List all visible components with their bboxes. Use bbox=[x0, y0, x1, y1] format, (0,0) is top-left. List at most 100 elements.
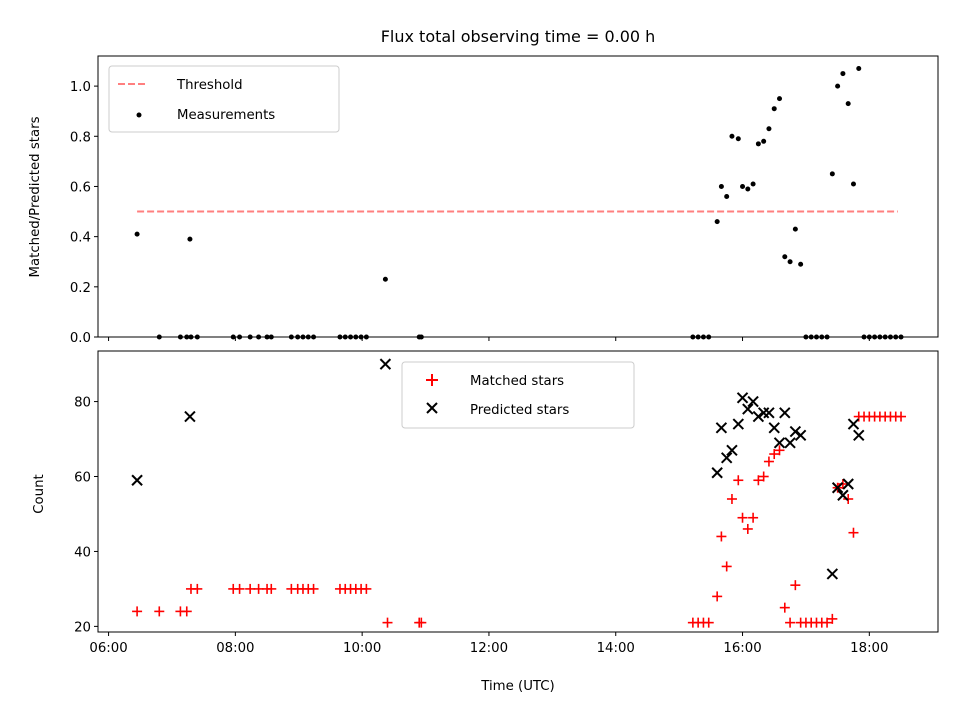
matched-star-point bbox=[837, 479, 848, 490]
top-y-tick-label: 0.2 bbox=[70, 281, 91, 296]
matched-star-point bbox=[726, 493, 737, 504]
bottom-x-ticks: 06:00 08:00 10:00 12:00 14:00 16:00 18:00 bbox=[89, 632, 888, 656]
measurement-point bbox=[777, 96, 783, 102]
measurement-point bbox=[337, 334, 343, 340]
measurement-point bbox=[695, 334, 701, 340]
measurement-point bbox=[724, 194, 730, 199]
measurement-point bbox=[358, 334, 364, 340]
matched-star-point bbox=[416, 617, 427, 628]
measurement-point bbox=[264, 334, 270, 340]
measurement-point bbox=[187, 236, 193, 242]
top-legend: Threshold Measurements bbox=[108, 65, 340, 133]
matched-star-point bbox=[758, 471, 769, 482]
bottom-y-ticks: 20 40 60 80 bbox=[74, 396, 98, 635]
matched-star-point bbox=[843, 493, 854, 504]
measurement-point bbox=[803, 334, 809, 340]
matched-star-point bbox=[737, 512, 748, 523]
bottom-panel-frame bbox=[97, 350, 939, 633]
measurement-point bbox=[735, 136, 741, 142]
measurement-point bbox=[194, 334, 200, 340]
measurement-point bbox=[866, 334, 872, 340]
measurement-point bbox=[856, 66, 862, 72]
top-panel: 0.0 0.2 0.4 0.6 0.8 1.0 Matched/Predicted sta… bbox=[28, 55, 939, 346]
matched-star-point bbox=[896, 411, 907, 422]
matched-star-point bbox=[703, 617, 714, 628]
measurement-point bbox=[835, 83, 841, 89]
x-tick-label: 10:00 bbox=[343, 641, 381, 656]
x-axis-label: Time (UTC) bbox=[480, 679, 555, 694]
measurement-point bbox=[824, 334, 830, 340]
x-tick-label: 14:00 bbox=[597, 641, 635, 656]
matched-star-point bbox=[716, 531, 727, 542]
x-tick-label: 16:00 bbox=[723, 641, 761, 656]
predicted-star-point bbox=[773, 437, 786, 449]
matched-legend-label: Matched stars bbox=[470, 374, 564, 389]
x-tick-label: 08:00 bbox=[216, 641, 254, 656]
bottom-y-tick-label: 20 bbox=[74, 620, 91, 635]
measurement-point bbox=[156, 334, 162, 340]
matched-star-point bbox=[848, 527, 859, 538]
measurement-point bbox=[177, 334, 183, 340]
matched-star-point bbox=[712, 591, 723, 602]
measurement-point bbox=[418, 334, 424, 340]
matched-star-point bbox=[361, 583, 372, 594]
measurement-point bbox=[184, 334, 190, 340]
predicted-star-point bbox=[732, 418, 745, 430]
matched-star-point bbox=[785, 617, 796, 628]
predicted-star-point bbox=[768, 422, 780, 434]
chart-title: Flux total observing time = 0.00 h bbox=[381, 27, 656, 46]
predicted-star-point bbox=[763, 407, 775, 419]
matched-star-point bbox=[733, 475, 744, 486]
measurement-point bbox=[792, 226, 798, 232]
measurement-point bbox=[714, 219, 720, 225]
predicted-star-point bbox=[842, 478, 854, 490]
measurement-point bbox=[342, 334, 348, 340]
measurements-legend-label: Measurements bbox=[177, 108, 275, 123]
x-tick-label: 06:00 bbox=[89, 641, 127, 656]
measurement-point bbox=[819, 334, 825, 340]
matched-star-point bbox=[753, 475, 764, 486]
top-legend-box bbox=[108, 65, 340, 133]
top-y-tick-label: 0.0 bbox=[70, 331, 91, 346]
predicted-legend-swatch bbox=[426, 402, 438, 414]
predicted-star-point bbox=[131, 474, 143, 486]
measurement-point bbox=[300, 334, 306, 340]
measurement-point bbox=[808, 334, 814, 340]
matched-star-point bbox=[748, 512, 759, 523]
measurement-point bbox=[745, 186, 751, 192]
measurement-point bbox=[353, 334, 359, 340]
matched-star-point bbox=[132, 606, 143, 617]
predicted-star-point bbox=[736, 392, 749, 404]
measurement-point bbox=[311, 334, 317, 340]
measurement-point bbox=[882, 334, 888, 340]
matched-legend-swatch bbox=[426, 374, 438, 386]
predicted-star-point bbox=[747, 395, 759, 408]
matched-star-point bbox=[308, 583, 319, 594]
matched-star-point bbox=[154, 606, 165, 617]
predicted-star-point bbox=[715, 422, 728, 434]
predicted-star-point bbox=[720, 452, 733, 464]
measurement-point bbox=[305, 334, 311, 340]
matched-star-point bbox=[742, 523, 753, 534]
measurement-point bbox=[766, 126, 772, 132]
top-y-axis-label: Matched/Predicted stars bbox=[28, 116, 43, 277]
matched-star-point bbox=[763, 456, 774, 467]
measurement-point bbox=[813, 334, 819, 340]
measurements-legend-swatch bbox=[136, 112, 142, 118]
measurement-points bbox=[134, 66, 904, 340]
predicted-star-point bbox=[847, 418, 860, 430]
predicted-star-point bbox=[826, 568, 839, 580]
measurement-point bbox=[700, 334, 706, 340]
predicted-star-point bbox=[726, 444, 738, 456]
measurement-point bbox=[829, 171, 835, 177]
predicted-star-point bbox=[779, 407, 791, 419]
measurement-point bbox=[295, 334, 301, 340]
matched-star-point bbox=[382, 617, 393, 628]
matched-stars-points bbox=[132, 411, 907, 628]
predicted-legend-label: Predicted stars bbox=[470, 403, 569, 418]
matched-star-point bbox=[790, 580, 801, 591]
top-y-tick-label: 0.6 bbox=[70, 180, 91, 195]
x-tick-label: 12:00 bbox=[470, 641, 508, 656]
measurement-point bbox=[230, 334, 236, 340]
